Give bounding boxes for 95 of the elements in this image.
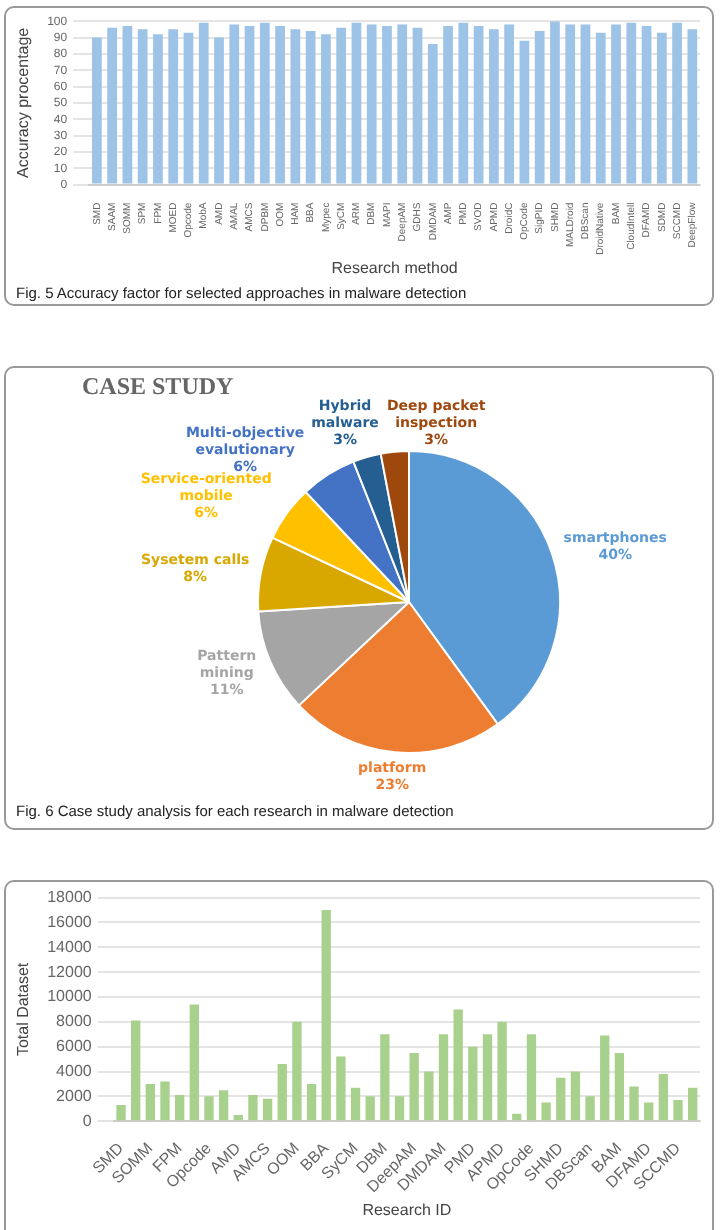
bar	[275, 26, 285, 184]
bar	[672, 22, 682, 184]
bar	[453, 1009, 463, 1121]
bar	[160, 1081, 170, 1121]
bar	[204, 1096, 214, 1121]
bar	[350, 1087, 361, 1121]
bar	[658, 1074, 669, 1121]
bar	[321, 910, 331, 1121]
bar	[244, 26, 255, 184]
bar	[394, 1096, 405, 1121]
bar	[137, 29, 148, 184]
bar	[131, 1020, 141, 1121]
bar	[427, 44, 438, 184]
bar	[626, 22, 637, 184]
y-axis-title: Total Dataset	[14, 961, 33, 1057]
bar	[641, 26, 652, 184]
bar	[198, 22, 209, 184]
bar	[409, 1052, 419, 1121]
bar	[482, 1034, 493, 1121]
bar	[214, 37, 224, 184]
bar	[174, 1095, 185, 1121]
bar	[382, 26, 392, 184]
bar	[585, 1096, 595, 1121]
bar	[168, 29, 179, 184]
bar	[565, 24, 576, 184]
bar	[512, 1113, 522, 1121]
y-tick-label: 16000	[47, 912, 93, 931]
bar	[570, 1071, 581, 1121]
x-axis-title: Research method	[331, 258, 458, 277]
y-tick-label: 0	[82, 1111, 93, 1130]
bar	[489, 29, 499, 184]
bar	[614, 1052, 625, 1121]
bar	[107, 27, 117, 184]
bar	[305, 31, 316, 184]
bar	[189, 1004, 199, 1121]
bar	[534, 31, 545, 184]
bar	[145, 1083, 156, 1121]
y-axis-title: Accuracy procentage	[14, 26, 33, 179]
bar	[541, 1102, 551, 1121]
bar	[473, 26, 484, 184]
bar	[380, 1034, 390, 1121]
y-tick-label: 18000	[47, 888, 93, 907]
bar	[611, 24, 621, 184]
bar	[458, 22, 469, 184]
bar	[580, 24, 591, 184]
bar	[656, 32, 667, 184]
bar	[336, 1056, 346, 1121]
bar	[550, 21, 560, 184]
bar	[351, 22, 362, 184]
bar	[644, 1102, 654, 1121]
bar	[443, 26, 453, 184]
y-tick-label: 10000	[47, 987, 93, 1006]
bar	[366, 24, 377, 184]
bar	[122, 26, 133, 184]
bar	[397, 24, 408, 184]
bar	[290, 29, 301, 184]
bar	[259, 22, 270, 184]
bar	[556, 1077, 566, 1121]
x-axis-title: Research ID	[362, 1200, 452, 1219]
bar	[497, 1021, 507, 1121]
bar	[218, 1090, 229, 1121]
bar	[233, 1114, 243, 1121]
y-tick-label: 2000	[56, 1086, 93, 1105]
bar	[504, 24, 514, 184]
bar	[321, 34, 331, 184]
bar	[336, 27, 347, 184]
bar	[600, 1035, 610, 1121]
bar	[91, 37, 102, 184]
bar	[292, 1021, 302, 1121]
bar	[629, 1086, 639, 1121]
bar	[688, 1087, 698, 1121]
y-tick-label: 12000	[47, 962, 93, 981]
y-tick-label: 8000	[56, 1012, 93, 1031]
bar	[468, 1046, 478, 1121]
bar	[519, 40, 530, 184]
bar	[277, 1064, 287, 1121]
bar	[116, 1105, 126, 1121]
y-tick-label: 14000	[47, 937, 93, 956]
chart-title: CASE STUDY	[82, 372, 234, 402]
bar	[595, 32, 606, 184]
bar	[153, 34, 163, 184]
y-tick-label: 6000	[56, 1037, 93, 1056]
bar	[248, 1095, 258, 1121]
bar	[673, 1100, 683, 1121]
bar	[687, 29, 698, 184]
bar	[424, 1071, 434, 1121]
bar	[229, 24, 240, 184]
bar	[412, 27, 423, 184]
bar	[183, 32, 194, 184]
bar	[526, 1034, 537, 1121]
bar	[365, 1096, 375, 1121]
bar	[262, 1098, 273, 1121]
bar	[306, 1083, 317, 1121]
bar	[438, 1034, 449, 1121]
y-tick-label: 4000	[56, 1061, 93, 1080]
